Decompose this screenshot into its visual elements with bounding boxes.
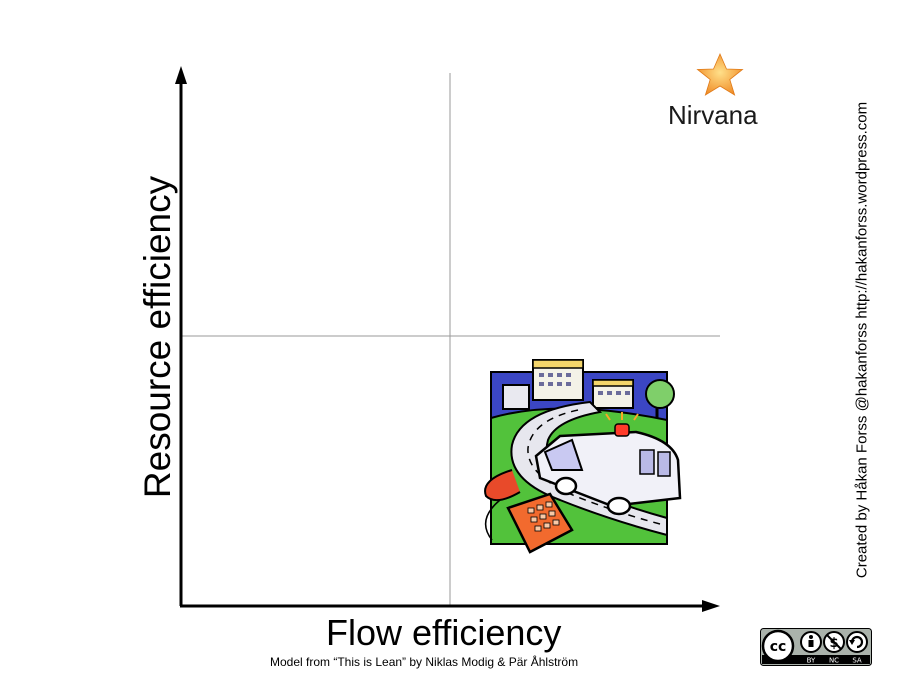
badge-term-nc: NC <box>829 657 839 665</box>
cc-icon <box>761 629 795 663</box>
sa-sharealike-icon <box>846 631 868 653</box>
cc-icon-text: cc <box>770 639 787 655</box>
badge-term-sa: SA <box>852 657 862 665</box>
badge-term-by: BY <box>807 657 816 665</box>
svg-text:$: $ <box>829 636 838 651</box>
cc-license-badge[interactable]: cc $ BY NC SA <box>760 628 872 666</box>
ambulance-clipart-illustration <box>484 359 682 554</box>
source-caption: Model from “This is Lean” by Niklas Modi… <box>270 655 579 669</box>
author-credit: Created by Håkan Forss @hakanforss http:… <box>853 101 871 579</box>
x-axis <box>180 600 720 612</box>
nirvana-label: Nirvana <box>668 100 758 130</box>
y-axis-label: Resource efficiency <box>137 175 178 499</box>
y-axis <box>175 66 187 606</box>
star-icon <box>696 52 744 96</box>
x-axis-label: Flow efficiency <box>326 612 562 653</box>
